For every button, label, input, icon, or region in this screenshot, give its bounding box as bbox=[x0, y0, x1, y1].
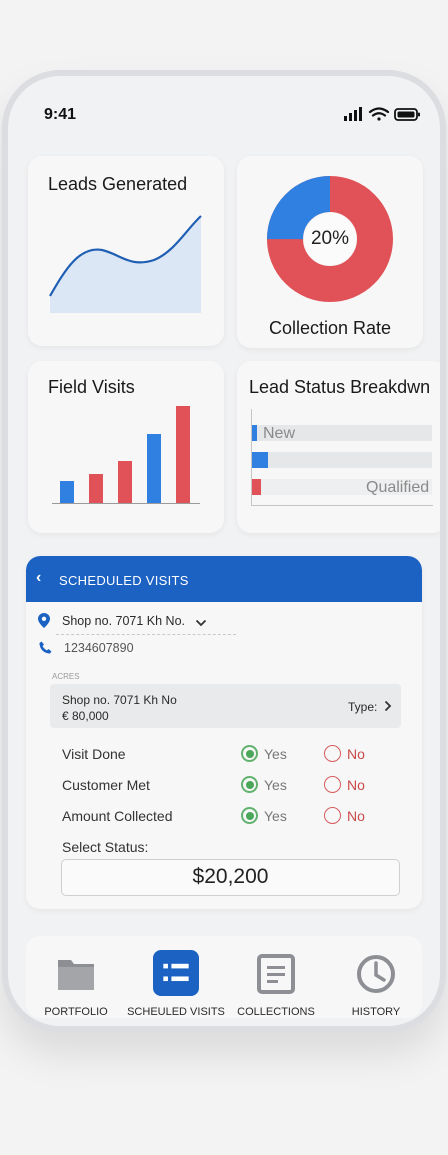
collection-rate-title: Collection Rate bbox=[269, 318, 392, 338]
nav-portfolio-label: PORTFOLIO bbox=[44, 1006, 108, 1018]
bottom-nav: PORTFOLIO SCHEULED VISITS bbox=[26, 936, 422, 1018]
lead-status-card[interactable]: Lead Status Breakdwn New Qualified bbox=[237, 361, 440, 533]
shop-detail-amount: € 80,000 bbox=[62, 709, 109, 723]
nav-portfolio[interactable]: PORTFOLIO bbox=[26, 936, 126, 1018]
customer-met-no-radio[interactable] bbox=[324, 776, 341, 793]
document-icon bbox=[257, 954, 295, 994]
shop-select-underline bbox=[56, 634, 236, 635]
status-input[interactable]: $20,200 bbox=[61, 859, 400, 896]
field-visits-bar bbox=[118, 461, 132, 503]
phone-icon bbox=[39, 641, 52, 654]
field-visits-bar-chart bbox=[52, 406, 200, 504]
field-visits-title: Field Visits bbox=[48, 377, 135, 397]
lead-status-label-new: New bbox=[263, 425, 296, 442]
customer-met-label: Customer Met bbox=[62, 777, 150, 793]
visit-done-yes-label[interactable]: Yes bbox=[264, 746, 287, 762]
visit-done-no-label[interactable]: No bbox=[347, 746, 365, 762]
customer-met-yes-label[interactable]: Yes bbox=[264, 777, 287, 793]
field-visits-bar bbox=[147, 434, 161, 503]
phone-number: 1234607890 bbox=[64, 641, 134, 655]
status-icons bbox=[344, 107, 420, 121]
nav-history[interactable]: HISTORY bbox=[326, 936, 426, 1018]
scheduled-visits-header: ‹ SCHEDULED VISITS bbox=[26, 556, 422, 602]
amount-collected-yes-label[interactable]: Yes bbox=[264, 808, 287, 824]
amount-collected-yes-radio[interactable] bbox=[241, 807, 258, 824]
lead-status-baseline bbox=[251, 505, 433, 506]
clock-icon bbox=[357, 955, 395, 993]
battery-icon bbox=[394, 108, 420, 121]
leads-area-fill bbox=[50, 216, 201, 313]
lead-status-track bbox=[252, 452, 432, 468]
lead-status-title: Lead Status Breakdwn bbox=[249, 377, 431, 397]
leads-area-chart bbox=[49, 215, 202, 313]
amount-collected-no-radio[interactable] bbox=[324, 807, 341, 824]
back-chevron-icon[interactable]: ‹ bbox=[36, 569, 42, 586]
collection-blue-arc bbox=[267, 176, 393, 302]
visit-done-yes-radio[interactable] bbox=[241, 745, 258, 762]
select-status-label: Select Status: bbox=[62, 839, 149, 855]
customer-met-no-label[interactable]: No bbox=[347, 777, 365, 793]
shop-detail-name: Shop no. 7071 Kh No bbox=[62, 693, 177, 707]
customer-met-yes-radio[interactable] bbox=[241, 776, 258, 793]
nav-scheduled-visits-label: SCHEULED VISITS bbox=[127, 1006, 225, 1018]
nav-history-label: HISTORY bbox=[351, 1006, 401, 1018]
lead-status-track bbox=[252, 479, 432, 495]
collection-rate-card[interactable]: 20% Collection Rate bbox=[237, 156, 423, 348]
lead-status-axis bbox=[251, 409, 252, 505]
chevron-right-icon[interactable] bbox=[384, 700, 392, 712]
status-time: 9:41 bbox=[44, 106, 77, 123]
leads-generated-card[interactable]: Leads Generated bbox=[28, 156, 224, 346]
visit-done-label: Visit Done bbox=[62, 746, 126, 762]
amount-collected-no-label[interactable]: No bbox=[347, 808, 365, 824]
type-label: Type: bbox=[348, 700, 378, 714]
acres-label: ACRES bbox=[52, 672, 80, 681]
lead-status-track bbox=[252, 425, 432, 441]
lead-status-label-qualified: Qualified bbox=[366, 479, 430, 496]
lead-status-bar bbox=[252, 452, 268, 468]
folder-icon bbox=[58, 960, 94, 990]
chevron-down-icon[interactable] bbox=[195, 619, 207, 627]
leads-generated-title: Leads Generated bbox=[48, 174, 188, 194]
nav-collections[interactable]: COLLECTIONS bbox=[226, 936, 326, 1018]
amount-collected-label: Amount Collected bbox=[62, 808, 173, 824]
collection-donut bbox=[267, 176, 393, 302]
lead-status-bar bbox=[252, 425, 257, 441]
field-visits-bar bbox=[176, 406, 190, 503]
list-icon bbox=[153, 950, 199, 996]
app-screen: 9:41 Leads Generated bbox=[8, 76, 440, 1026]
field-visits-bar bbox=[89, 474, 103, 503]
shop-detail-box[interactable]: Shop no. 7071 Kh No € 80,000 Type: bbox=[50, 684, 401, 728]
wifi-icon bbox=[368, 107, 390, 121]
nav-collections-label: COLLECTIONS bbox=[237, 1006, 315, 1018]
signal-icon bbox=[344, 107, 362, 121]
scheduled-visits-title: SCHEDULED VISITS bbox=[59, 573, 189, 588]
field-visits-card[interactable]: Field Visits bbox=[28, 361, 224, 533]
nav-scheduled-visits[interactable]: SCHEULED VISITS bbox=[126, 936, 226, 1018]
lead-status-bar bbox=[252, 479, 261, 495]
phone-frame: 9:41 Leads Generated bbox=[2, 70, 446, 1032]
location-pin-icon bbox=[38, 613, 50, 628]
scheduled-visits-panel: ‹ SCHEDULED VISITS Shop no. 7071 Kh No. … bbox=[26, 556, 422, 909]
field-visits-bar bbox=[60, 481, 74, 503]
leads-line bbox=[49, 215, 202, 297]
visit-done-no-radio[interactable] bbox=[324, 745, 341, 762]
shop-select[interactable]: Shop no. 7071 Kh No. bbox=[62, 614, 186, 628]
collection-percent: 20% bbox=[310, 228, 350, 249]
